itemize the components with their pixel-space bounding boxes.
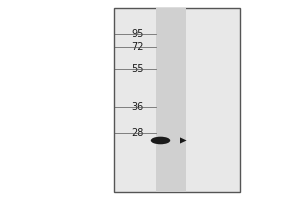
Text: 36: 36 <box>132 102 144 112</box>
Text: WiDr: WiDr <box>158 0 184 1</box>
Polygon shape <box>180 137 187 144</box>
Ellipse shape <box>151 137 170 144</box>
Text: 95: 95 <box>132 29 144 39</box>
Text: 72: 72 <box>131 42 144 52</box>
Bar <box>114 8 240 192</box>
Bar <box>156 8 186 192</box>
Text: 55: 55 <box>131 64 144 74</box>
Text: 28: 28 <box>132 128 144 138</box>
